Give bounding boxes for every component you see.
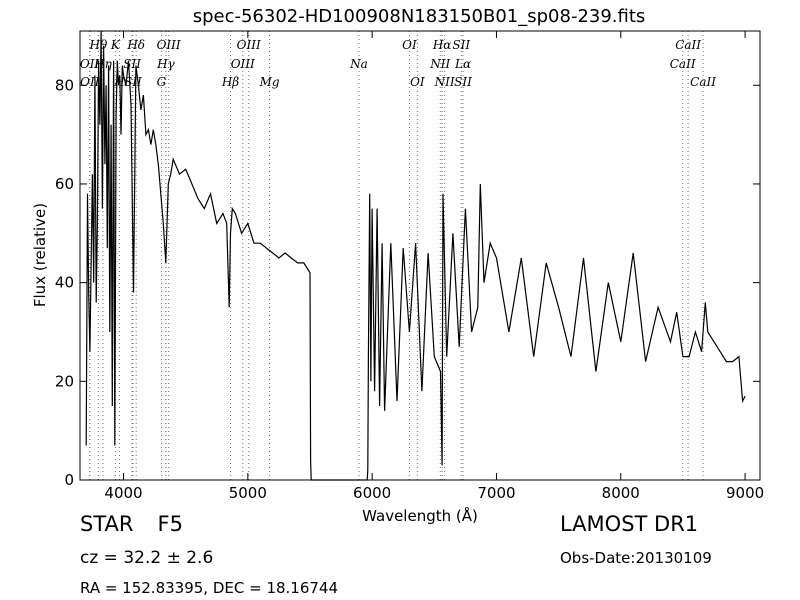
y-tick-label: 40 bbox=[55, 274, 74, 292]
x-tick-label: 5000 bbox=[229, 484, 267, 502]
line-label: CaII bbox=[675, 38, 701, 52]
line-label: NII bbox=[434, 75, 455, 89]
object-class: STAR F5 bbox=[80, 512, 183, 536]
line-label: SII bbox=[454, 75, 472, 89]
line-label: OII bbox=[80, 57, 100, 71]
line-label: CaII bbox=[670, 57, 696, 71]
line-label: K bbox=[110, 38, 121, 52]
line-label: Na bbox=[349, 57, 368, 71]
line-label: OII bbox=[80, 75, 100, 89]
line-label: Hα bbox=[432, 38, 452, 52]
line-label: SII bbox=[123, 57, 141, 71]
line-label: Hβ bbox=[221, 75, 239, 89]
plot-frame bbox=[79, 30, 761, 481]
y-axis: 0 20 40 60 80 bbox=[55, 76, 760, 489]
redshift-readout: cz = 32.2 ± 2.6 bbox=[80, 548, 214, 568]
y-tick-label: 0 bbox=[64, 471, 74, 489]
x-axis-label: Wavelength (Å) bbox=[362, 506, 478, 525]
line-label: Hγ bbox=[156, 57, 175, 71]
line-label: Mg bbox=[259, 75, 280, 89]
line-label: G bbox=[157, 75, 167, 89]
coordinates-readout: RA = 152.83395, DEC = 18.16744 bbox=[80, 579, 339, 597]
chart-title: spec-56302-HD100908N183150B01_sp08-239.f… bbox=[193, 6, 646, 27]
line-label: SII bbox=[452, 38, 470, 52]
y-tick-label: 20 bbox=[55, 372, 74, 390]
line-label: NII bbox=[429, 57, 450, 71]
line-label: OI bbox=[402, 38, 417, 52]
observation-date: Obs-Date:20130109 bbox=[560, 549, 712, 567]
object-type: STAR bbox=[80, 512, 134, 536]
line-label: Lα bbox=[454, 57, 471, 71]
object-subclass: F5 bbox=[157, 512, 183, 536]
line-label: CaII bbox=[690, 75, 716, 89]
line-label: Hδ bbox=[126, 38, 145, 52]
y-axis-label: Flux (relative) bbox=[31, 203, 49, 307]
spectrum-series-line bbox=[85, 30, 746, 481]
x-tick-label: 4000 bbox=[104, 484, 142, 502]
line-label: OIII bbox=[231, 57, 255, 71]
y-tick-label: 80 bbox=[55, 76, 74, 94]
line-label: OIII bbox=[237, 38, 261, 52]
line-label: OI bbox=[410, 75, 425, 89]
y-tick-label: 60 bbox=[55, 175, 74, 193]
x-axis: 4000 5000 6000 7000 8000 9000 bbox=[104, 31, 764, 502]
spectral-line-markers bbox=[89, 31, 704, 480]
x-tick-label: 7000 bbox=[477, 484, 515, 502]
line-label: Hθ bbox=[89, 38, 108, 52]
survey-name: LAMOST DR1 bbox=[560, 512, 699, 536]
x-tick-label: 8000 bbox=[602, 484, 640, 502]
x-tick-label: 6000 bbox=[353, 484, 391, 502]
line-label: OIII bbox=[157, 38, 181, 52]
x-tick-label: 9000 bbox=[726, 484, 764, 502]
